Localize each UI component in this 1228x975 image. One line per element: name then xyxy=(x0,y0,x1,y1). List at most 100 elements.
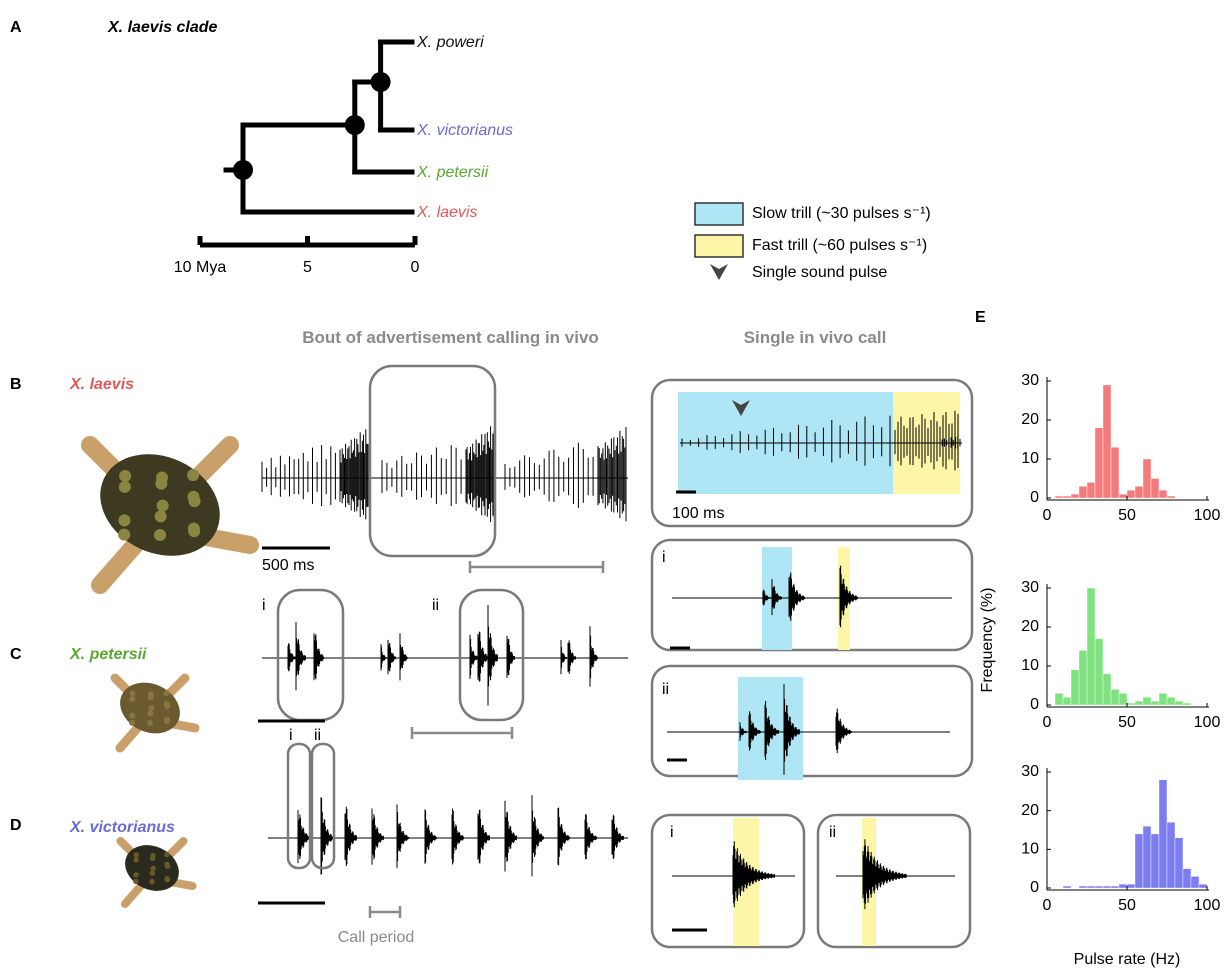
histogram-bar xyxy=(1087,482,1095,498)
frog-spot xyxy=(148,691,154,697)
frog-limb xyxy=(120,728,138,748)
histogram-bar xyxy=(1079,650,1087,705)
histogram-bar xyxy=(1183,869,1191,888)
histogram-bar xyxy=(1111,447,1119,498)
histogram-bar xyxy=(1167,697,1175,705)
histogram-bar xyxy=(1119,693,1127,705)
tree-title: X. laevis clade xyxy=(107,19,218,36)
legend-label: Fast trill (~60 pulses s⁻¹) xyxy=(752,237,927,254)
histogram-bar xyxy=(1199,884,1207,888)
frog-spot xyxy=(130,690,136,696)
species-label: X. petersii xyxy=(69,646,147,663)
histogram-bar xyxy=(1143,826,1151,888)
legend-label: Single sound pulse xyxy=(752,264,887,281)
frog-spot xyxy=(148,705,154,711)
frog-spot xyxy=(129,713,135,719)
time-tick-label: 5 xyxy=(303,259,312,276)
frog-spot xyxy=(149,879,154,884)
frog-spot xyxy=(147,711,153,717)
panel-letter: E xyxy=(975,309,986,326)
histogram-bar xyxy=(1175,701,1183,705)
oscillogram xyxy=(672,566,952,628)
call-period-label: Call period xyxy=(338,929,414,946)
tip-label: X. laevis xyxy=(416,204,477,221)
y-tick-label: 30 xyxy=(1021,579,1039,596)
frog-spot xyxy=(157,500,169,512)
histogram-bar xyxy=(1135,701,1143,705)
frog-spot xyxy=(165,876,170,881)
histogram-bar xyxy=(1071,494,1079,498)
oscillogram xyxy=(672,841,795,907)
histogram-bar xyxy=(1103,385,1111,498)
frog-spot xyxy=(119,481,131,493)
x-tick-label: 50 xyxy=(1118,897,1136,914)
y-tick-label: 20 xyxy=(1021,411,1039,428)
species-label: X. laevis xyxy=(69,376,134,393)
panel-letter: B xyxy=(10,376,22,393)
histogram-bar xyxy=(1119,494,1127,498)
frog-spot xyxy=(129,720,135,726)
y-tick-label: 20 xyxy=(1021,802,1039,819)
oscillogram xyxy=(262,426,628,522)
histogram-bar xyxy=(1143,459,1151,498)
tree-node xyxy=(233,160,253,180)
panel-letter: A xyxy=(10,19,22,36)
single-header: Single in vivo call xyxy=(690,327,940,349)
histogram-bar xyxy=(1063,886,1071,888)
frog-spot xyxy=(118,514,130,526)
x-tick-label: 50 xyxy=(1118,714,1136,731)
histogram-bar xyxy=(1087,588,1095,705)
frog-spot xyxy=(164,701,170,707)
oscillogram xyxy=(262,605,628,706)
histogram-bar xyxy=(1135,834,1143,888)
call-sublabel: i xyxy=(670,824,674,841)
frog-photo xyxy=(84,435,250,585)
tip-label: X. victorianus xyxy=(416,122,513,139)
call-sublabel: ii xyxy=(432,597,439,614)
histogram-bar xyxy=(1151,834,1159,888)
frog-photo xyxy=(112,673,195,748)
histogram-bar xyxy=(1151,701,1159,705)
legend-label: Slow trill (~30 pulses s⁻¹) xyxy=(752,205,931,222)
histogram-bar xyxy=(1119,884,1127,888)
call-sublabel: i xyxy=(262,597,266,614)
frog-spot xyxy=(129,696,135,702)
panel-letter: C xyxy=(10,646,22,663)
y-tick-label: 10 xyxy=(1021,450,1039,467)
frog-spot xyxy=(156,471,168,483)
scale-label: 100 ms xyxy=(672,505,724,522)
x-tick-label: 100 xyxy=(1194,714,1221,731)
call-frame xyxy=(652,666,972,776)
frog-spot xyxy=(164,852,169,857)
call-sublabel: i xyxy=(289,727,293,744)
legend-swatch xyxy=(695,235,743,257)
legend-arrow xyxy=(710,264,728,280)
histogram-bar xyxy=(1127,490,1135,498)
histogram-bar xyxy=(1159,693,1167,705)
histogram-bar xyxy=(1159,780,1167,888)
histogram-bar xyxy=(1071,670,1079,705)
y-tick-label: 0 xyxy=(1030,879,1039,896)
call-sublabel: ii xyxy=(314,727,321,744)
tip-label: X. petersii xyxy=(416,164,489,181)
call-sublabel: ii xyxy=(829,824,836,841)
x-axis-label: Pulse rate (Hz) xyxy=(1074,951,1181,968)
call-frame xyxy=(652,815,804,947)
frog-spot xyxy=(164,717,170,723)
oscillogram xyxy=(268,795,628,876)
frog-spot xyxy=(133,872,138,877)
bout-header: Bout of advertisement calling in vivo xyxy=(278,327,623,349)
histogram-bar xyxy=(1135,486,1143,498)
frog-spot xyxy=(151,866,156,871)
histogram-bar xyxy=(1079,886,1087,888)
y-axis-label: Frequency (%) xyxy=(979,588,996,693)
histogram-bar xyxy=(1055,693,1063,705)
histogram-bar xyxy=(1183,703,1191,705)
frog-spot xyxy=(133,879,138,884)
frog-spot xyxy=(150,853,155,858)
histogram-bar xyxy=(1111,886,1119,888)
frog-spot xyxy=(150,870,155,875)
tree-node xyxy=(371,72,391,92)
x-tick-label: 50 xyxy=(1118,507,1136,524)
call-sublabel: i xyxy=(662,549,666,566)
